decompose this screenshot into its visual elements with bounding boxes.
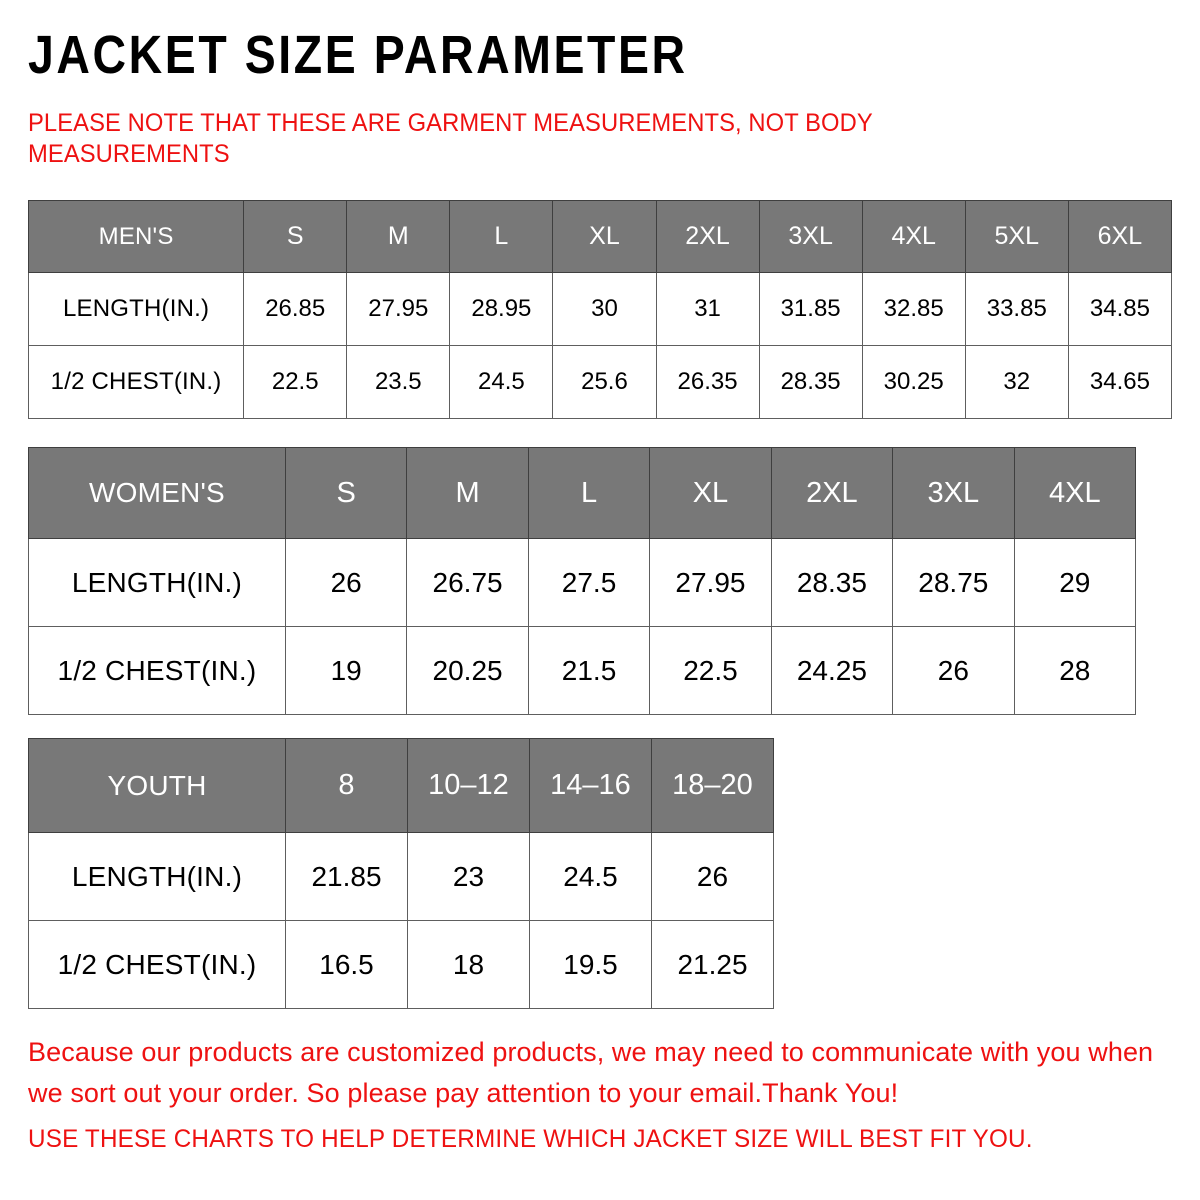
youth-size-header: 8 bbox=[285, 738, 408, 833]
men-measurement-value: 31.85 bbox=[758, 272, 863, 346]
youth-measurement-value: 21.25 bbox=[651, 920, 774, 1009]
women-measurement-value: 26.75 bbox=[406, 538, 529, 627]
youth-measurement-value: 18 bbox=[407, 920, 530, 1009]
women-measurement-value: 27.5 bbox=[527, 538, 651, 627]
men-size-header: XL bbox=[552, 200, 657, 273]
page-title: JACKET SIZE PARAMETER bbox=[28, 25, 688, 85]
women-size-header: XL bbox=[649, 447, 772, 539]
youth-measurement-value: 23 bbox=[407, 832, 530, 921]
youth-measurement-value: 21.85 bbox=[285, 832, 408, 921]
youth-size-header: 14–16 bbox=[529, 738, 652, 833]
table-row: 1/2 CHEST(IN.) 19 20.25 21.5 22.5 24.25 26 28 bbox=[28, 626, 1137, 715]
men-measurement-value: 26.85 bbox=[243, 272, 348, 346]
mens-corner-label: MEN'S bbox=[27, 200, 245, 273]
youth-measurement-value: 19.5 bbox=[529, 920, 652, 1009]
mens-size-table: MEN'S S M L XL 2XL 3XL 4XL 5XL 6XL LENGTH(IN.) 26… bbox=[27, 200, 1173, 419]
womens-corner-label: WOMEN'S bbox=[28, 447, 286, 539]
men-size-header: 5XL bbox=[964, 200, 1069, 273]
youth-measurement-value: 16.5 bbox=[285, 920, 408, 1009]
men-size-header: M bbox=[346, 200, 451, 273]
men-measurement-value: 27.95 bbox=[346, 272, 451, 346]
youth-measurement-value: 26 bbox=[651, 832, 774, 921]
women-size-header: 2XL bbox=[770, 447, 894, 539]
women-measurement-value: 28.35 bbox=[770, 538, 894, 627]
table-row: 1/2 CHEST(IN.) 22.5 23.5 24.5 25.6 26.35 28.35… bbox=[27, 345, 1173, 419]
men-measurement-value: 22.5 bbox=[243, 345, 348, 419]
women-size-header: S bbox=[284, 447, 408, 539]
men-size-header: 3XL bbox=[758, 200, 863, 273]
customized-products-note: Because our products are customized prod… bbox=[28, 1037, 1154, 1108]
men-measurement-value: 28.35 bbox=[758, 345, 863, 419]
women-measurement-label: 1/2 CHEST(IN.) bbox=[28, 626, 286, 715]
men-size-header: 2XL bbox=[655, 200, 760, 273]
men-measurement-value: 30.25 bbox=[861, 345, 966, 419]
men-measurement-value: 23.5 bbox=[346, 345, 451, 419]
women-measurement-value: 26 bbox=[284, 538, 408, 627]
womens-size-table: WOMEN'S S M L XL 2XL 3XL 4XL LENGTH(IN.) 26 26.7… bbox=[28, 447, 1137, 715]
table-row: 1/2 CHEST(IN.) 16.5 18 19.5 21.25 bbox=[28, 920, 774, 1009]
womens-table-body: LENGTH(IN.) 26 26.75 27.5 27.95 28.35 28.75 29 1… bbox=[28, 538, 1137, 715]
men-size-header: 4XL bbox=[861, 200, 966, 273]
women-measurement-value: 27.95 bbox=[649, 538, 772, 627]
men-size-header: S bbox=[243, 200, 348, 273]
women-measurement-label: LENGTH(IN.) bbox=[28, 538, 286, 627]
men-measurement-value: 28.95 bbox=[449, 272, 554, 346]
men-size-header: L bbox=[449, 200, 554, 273]
men-measurement-value: 34.85 bbox=[1067, 272, 1173, 346]
women-measurement-value: 19 bbox=[284, 626, 408, 715]
women-measurement-value: 20.25 bbox=[406, 626, 529, 715]
youth-measurement-label: LENGTH(IN.) bbox=[28, 832, 286, 921]
youth-corner-label: YOUTH bbox=[28, 738, 286, 833]
table-row: LENGTH(IN.) 21.85 23 24.5 26 bbox=[28, 832, 774, 921]
men-measurement-value: 31 bbox=[655, 272, 760, 346]
men-measurement-value: 24.5 bbox=[449, 345, 554, 419]
youth-size-header: 10–12 bbox=[407, 738, 530, 833]
men-measurement-label: LENGTH(IN.) bbox=[27, 272, 245, 346]
women-measurement-value: 28 bbox=[1013, 626, 1137, 715]
men-measurement-value: 25.6 bbox=[552, 345, 657, 419]
women-measurement-value: 29 bbox=[1013, 538, 1137, 627]
youth-measurement-value: 24.5 bbox=[529, 832, 652, 921]
women-size-header: 4XL bbox=[1013, 447, 1137, 539]
men-measurement-value: 34.65 bbox=[1067, 345, 1173, 419]
table-header-row: WOMEN'S S M L XL 2XL 3XL 4XL bbox=[28, 447, 1137, 539]
men-size-header: 6XL bbox=[1067, 200, 1173, 273]
women-size-header: L bbox=[527, 447, 651, 539]
use-charts-note: USE THESE CHARTS TO HELP DETERMINE WHICH… bbox=[28, 1125, 1033, 1153]
men-measurement-value: 32.85 bbox=[861, 272, 966, 346]
men-measurement-value: 33.85 bbox=[964, 272, 1069, 346]
men-measurement-value: 32 bbox=[964, 345, 1069, 419]
youth-size-header: 18–20 bbox=[651, 738, 774, 833]
table-row: LENGTH(IN.) 26 26.75 27.5 27.95 28.35 28.75 29 bbox=[28, 538, 1137, 627]
women-measurement-value: 22.5 bbox=[649, 626, 772, 715]
women-measurement-value: 21.5 bbox=[527, 626, 651, 715]
women-size-header: 3XL bbox=[892, 447, 1015, 539]
garment-measurement-note: PLEASE NOTE THAT THESE ARE GARMENT MEASU… bbox=[28, 109, 873, 168]
mens-table-body: LENGTH(IN.) 26.85 27.95 28.95 30 31 31.85 32.85… bbox=[27, 272, 1173, 419]
men-measurement-label: 1/2 CHEST(IN.) bbox=[27, 345, 245, 419]
men-measurement-value: 26.35 bbox=[655, 345, 760, 419]
women-measurement-value: 26 bbox=[892, 626, 1015, 715]
women-measurement-value: 28.75 bbox=[892, 538, 1015, 627]
table-header-row: YOUTH 8 10–12 14–16 18–20 bbox=[28, 738, 774, 833]
table-row: LENGTH(IN.) 26.85 27.95 28.95 30 31 31.85 32.85… bbox=[27, 272, 1173, 346]
youth-measurement-label: 1/2 CHEST(IN.) bbox=[28, 920, 286, 1009]
youth-table-body: LENGTH(IN.) 21.85 23 24.5 26 1/2 CHEST(IN.) 16… bbox=[28, 832, 774, 1009]
table-header-row: MEN'S S M L XL 2XL 3XL 4XL 5XL 6XL bbox=[27, 200, 1173, 273]
women-measurement-value: 24.25 bbox=[770, 626, 894, 715]
men-measurement-value: 30 bbox=[552, 272, 657, 346]
youth-size-table: YOUTH 8 10–12 14–16 18–20 LENGTH(IN.) 21.85 2… bbox=[28, 738, 774, 1009]
women-size-header: M bbox=[406, 447, 529, 539]
